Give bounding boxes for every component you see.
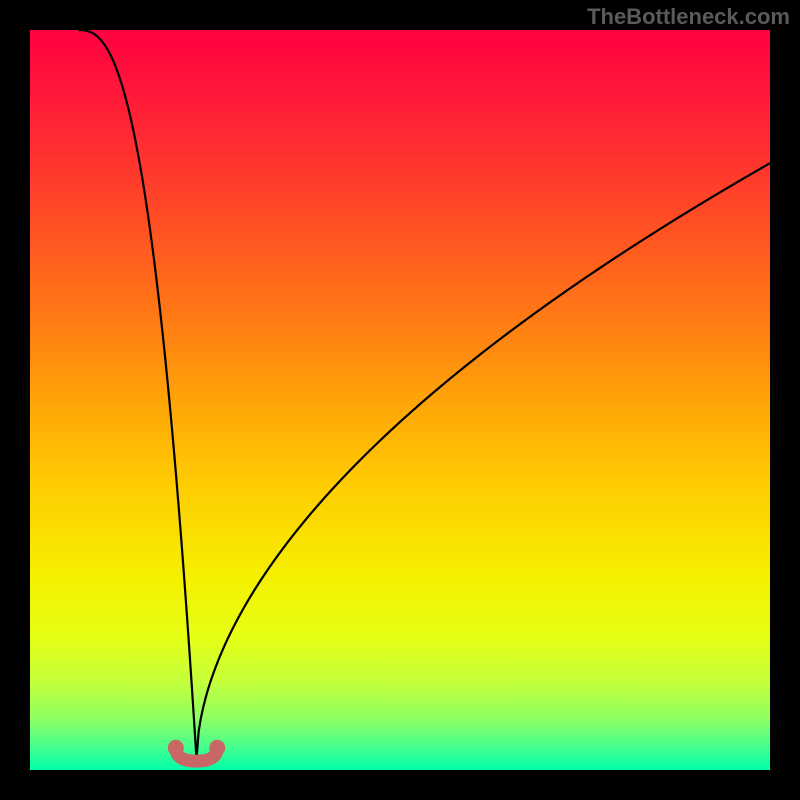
dip-marker-dot-right bbox=[209, 740, 225, 756]
dip-marker-dot-left bbox=[168, 740, 184, 756]
watermark-label: TheBottleneck.com bbox=[587, 4, 790, 30]
plot-background bbox=[30, 30, 770, 770]
bottleneck-chart-svg bbox=[0, 0, 800, 800]
chart-container: TheBottleneck.com bbox=[0, 0, 800, 800]
